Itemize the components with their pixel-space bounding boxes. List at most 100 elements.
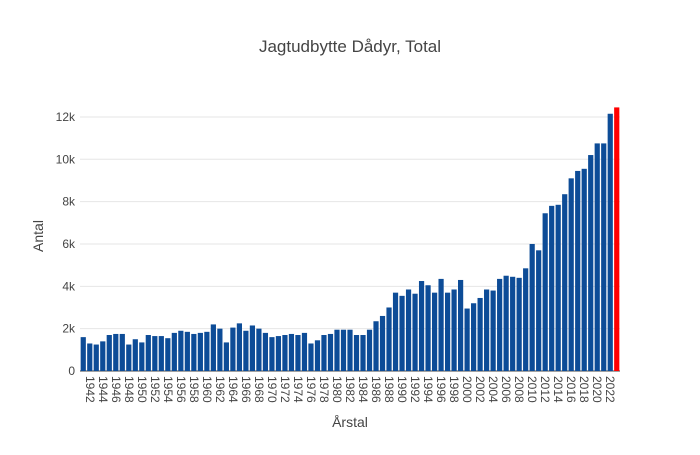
bar-1967[interactable] (249, 325, 256, 371)
x-tick-label: 2002 (473, 376, 487, 403)
bar-1979[interactable] (327, 333, 334, 371)
bar-1975[interactable] (301, 332, 308, 371)
bar-1974[interactable] (295, 335, 301, 371)
bar-2014[interactable] (555, 204, 561, 371)
bar-2022[interactable] (607, 113, 613, 371)
bar-1977[interactable] (314, 340, 321, 371)
bar-1954[interactable] (165, 338, 171, 371)
bar-1946[interactable] (113, 333, 119, 371)
x-tick-label: 2012 (538, 376, 552, 403)
y-tick-label: 10k (56, 152, 76, 166)
bar-2023[interactable] (614, 107, 620, 371)
bar-1948[interactable] (126, 344, 132, 371)
bar-1972[interactable] (282, 335, 288, 371)
bar-1950[interactable] (139, 342, 145, 371)
x-tick-label: 1952 (148, 376, 162, 403)
bar-1996[interactable] (438, 278, 444, 371)
bar-2018[interactable] (581, 168, 587, 371)
bar-1999[interactable] (458, 279, 464, 371)
bar-1981[interactable] (340, 329, 347, 371)
bar-1951[interactable] (145, 335, 151, 371)
bar-1947[interactable] (119, 333, 125, 371)
y-tick-label: 8k (62, 195, 76, 209)
x-tick-label: 1998 (447, 376, 461, 403)
bar-2009[interactable] (523, 268, 529, 371)
bar-1959[interactable] (197, 332, 203, 371)
bar-2017[interactable] (575, 170, 581, 371)
bar-1942[interactable] (87, 343, 93, 371)
bar-2001[interactable] (471, 303, 477, 371)
bar-1963[interactable] (223, 342, 229, 371)
bar-1956[interactable] (178, 330, 184, 371)
bar-2013[interactable] (549, 205, 555, 371)
bar-1944[interactable] (100, 341, 106, 371)
x-tick-label: 2016 (564, 376, 578, 403)
bar-1953[interactable] (158, 336, 164, 371)
bar-1998[interactable] (451, 289, 457, 371)
bar-2004[interactable] (490, 290, 496, 371)
bar-2016[interactable] (568, 178, 574, 371)
bar-2020[interactable] (594, 143, 600, 371)
bar-1980[interactable] (334, 329, 340, 371)
bar-1982[interactable] (347, 329, 353, 371)
bar-1962[interactable] (217, 328, 223, 371)
bar-2000[interactable] (464, 308, 470, 371)
bar-1991[interactable] (405, 289, 412, 371)
bar-1961[interactable] (210, 324, 216, 371)
x-tick-label: 1976 (304, 376, 318, 403)
bar-1978[interactable] (321, 335, 327, 371)
bar-1995[interactable] (431, 292, 438, 371)
bar-2003[interactable] (484, 289, 490, 371)
x-tick-label: 2018 (577, 376, 591, 403)
bar-2011[interactable] (536, 250, 542, 371)
bar-1969[interactable] (262, 332, 269, 371)
bar-2019[interactable] (588, 155, 594, 371)
bar-1976[interactable] (308, 343, 314, 371)
bar-1964[interactable] (230, 327, 236, 371)
bar-1965[interactable] (236, 323, 242, 371)
bar-1985[interactable] (366, 329, 373, 371)
x-tick-label: 1962 (213, 376, 227, 403)
bar-2007[interactable] (510, 276, 516, 371)
bar-1941[interactable] (80, 337, 86, 372)
bar-1970[interactable] (269, 337, 275, 372)
bar-1943[interactable] (93, 344, 99, 371)
bar-1992[interactable] (412, 293, 418, 371)
bar-1983[interactable] (353, 335, 360, 371)
x-tick-label: 1972 (278, 376, 292, 403)
bar-1973[interactable] (288, 333, 295, 371)
bar-2006[interactable] (503, 275, 509, 371)
x-tick-label: 2020 (590, 376, 604, 403)
bar-1990[interactable] (399, 295, 405, 371)
bar-1968[interactable] (256, 328, 262, 371)
bar-2021[interactable] (601, 143, 607, 371)
bar-1958[interactable] (191, 333, 197, 371)
bar-1988[interactable] (386, 307, 392, 371)
bar-1957[interactable] (184, 331, 190, 371)
bar-1966[interactable] (243, 330, 249, 371)
bar-1994[interactable] (425, 285, 431, 371)
bar-1993[interactable] (418, 281, 425, 371)
bar-1987[interactable] (379, 315, 386, 371)
bar-2002[interactable] (477, 297, 483, 371)
y-tick-label: 12k (56, 110, 76, 124)
bar-2005[interactable] (497, 278, 503, 371)
bar-2008[interactable] (516, 277, 522, 371)
bar-1971[interactable] (275, 336, 282, 371)
bar-2015[interactable] (562, 194, 568, 371)
bar-1997[interactable] (444, 292, 451, 371)
x-tick-label: 1982 (343, 376, 357, 403)
bar-1984[interactable] (360, 335, 366, 371)
bar-1960[interactable] (204, 331, 210, 371)
bar-1952[interactable] (152, 336, 158, 371)
bar-2012[interactable] (542, 213, 548, 371)
bar-1986[interactable] (373, 321, 379, 371)
bar-2010[interactable] (529, 243, 535, 371)
x-tick-label: 2004 (486, 376, 500, 403)
bar-1989[interactable] (392, 292, 399, 371)
bar-1945[interactable] (106, 335, 112, 371)
bar-1949[interactable] (132, 339, 138, 371)
x-tick-label: 1966 (239, 376, 253, 403)
bar-1955[interactable] (171, 332, 177, 371)
